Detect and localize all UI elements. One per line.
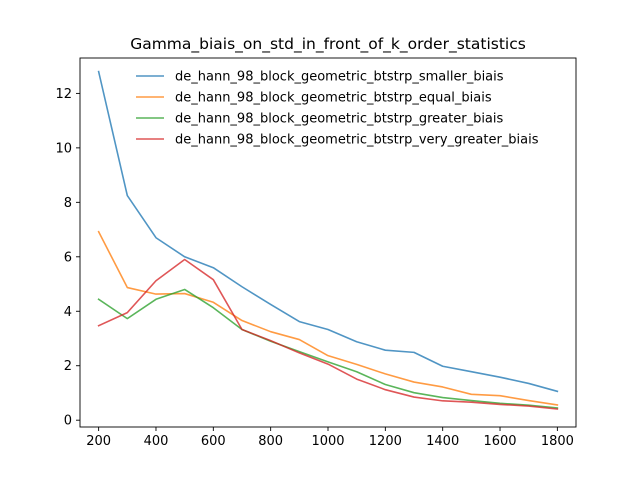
legend-label-1: de_hann_98_block_geometric_btstrp_smalle…	[175, 70, 504, 85]
x-tick-label: 1200	[369, 434, 402, 449]
y-tick-label: 4	[64, 305, 72, 320]
chart-title: Gamma_biais_on_std_in_front_of_k_order_s…	[130, 35, 526, 54]
x-tick-label: 400	[144, 434, 169, 449]
y-tick-label: 2	[64, 359, 72, 374]
y-tick-label: 8	[64, 196, 72, 211]
y-tick-label: 12	[55, 87, 72, 102]
y-tick-label: 6	[64, 250, 72, 265]
legend-label-2: de_hann_98_block_geometric_btstrp_equal_…	[175, 91, 492, 106]
series-line-4	[97, 258, 559, 410]
y-tick-label: 0	[64, 414, 72, 429]
series-line-1	[97, 70, 559, 393]
series-line-2	[97, 230, 559, 406]
x-tick-label: 1600	[483, 434, 516, 449]
axes: 200 400 600 800 1000 1200 1400 1600 1800 0 2 4 6 8 10 1…	[55, 57, 577, 449]
x-tick-label: 1800	[541, 434, 574, 449]
y-tick-label: 10	[55, 141, 72, 156]
legend-label-3: de_hann_98_block_geometric_btstrp_greate…	[175, 112, 504, 127]
x-tick-label: 1000	[311, 434, 344, 449]
legend: de_hann_98_block_geometric_btstrp_smalle…	[136, 70, 539, 148]
series-line-3	[97, 288, 559, 409]
plot-area	[97, 70, 559, 410]
x-tick-label: 1400	[426, 434, 459, 449]
x-tick-label: 800	[258, 434, 283, 449]
legend-label-4: de_hann_98_block_geometric_btstrp_very_g…	[175, 133, 539, 148]
x-tick-label: 600	[201, 434, 226, 449]
x-tick-label: 200	[86, 434, 111, 449]
